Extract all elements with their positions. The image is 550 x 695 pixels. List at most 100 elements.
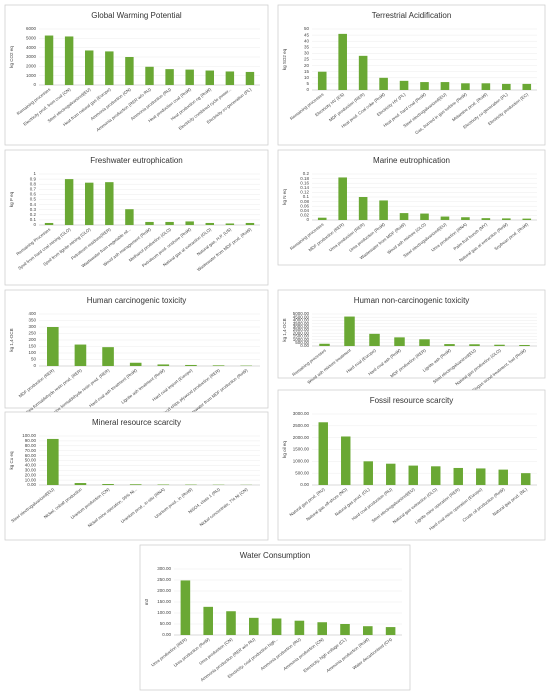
panel [139, 544, 411, 691]
bar [476, 468, 486, 485]
bar [185, 69, 194, 85]
bar [225, 71, 235, 85]
chart-title: Human non-carcinogenic toxicity [354, 296, 470, 305]
bar [419, 339, 430, 346]
bar [522, 218, 532, 220]
y-tick-label: 1500.00 [293, 447, 310, 452]
y-tick-label: 0 [33, 363, 36, 368]
panel [4, 411, 269, 541]
bar [249, 617, 259, 635]
panel [277, 289, 546, 379]
y-tick-label: 250.00 [157, 577, 171, 582]
bar [431, 466, 441, 485]
y-tick-label: 300.00 [157, 566, 171, 571]
y-tick-label: 0.8 [30, 181, 37, 186]
y-tick-label: 350 [28, 318, 36, 323]
y-tick-label: 70.00 [25, 448, 37, 453]
y-tick-label: 40.00 [25, 463, 37, 468]
bar [444, 344, 455, 346]
chart-title: Terrestrial Acidification [372, 11, 452, 20]
bar [245, 222, 255, 225]
bar [420, 213, 429, 220]
y-tick-label: 15 [304, 69, 310, 74]
y-tick-label: 50.00 [25, 458, 37, 463]
y-tick-label: 6000 [26, 26, 37, 31]
y-tick-label: 0.7 [30, 186, 37, 191]
y-axis-label: kg 1,4-DCB [282, 318, 287, 341]
y-tick-label: 10.00 [25, 477, 37, 482]
y-tick-label: 250 [28, 331, 36, 336]
bar [481, 83, 491, 90]
chart-title: Marine eutrophication [373, 156, 450, 165]
y-tick-label: 4500.00 [293, 314, 310, 319]
y-tick-label: 4000 [26, 45, 37, 50]
y-tick-label: 30 [304, 51, 310, 56]
y-axis-label: kg CO2 eq [9, 46, 14, 68]
bar [125, 57, 134, 85]
y-axis-label: kg P eq [9, 191, 14, 207]
y-tick-label: 60.00 [25, 453, 37, 458]
bar [461, 217, 470, 220]
y-tick-label: 3000 [26, 54, 37, 59]
bar [379, 200, 388, 220]
y-tick-label: 1000 [26, 73, 37, 78]
panel [277, 149, 546, 266]
y-tick-label: 200 [28, 337, 36, 342]
bar [521, 473, 531, 485]
y-tick-label: 2000.00 [293, 330, 310, 335]
bar [453, 467, 463, 485]
y-tick-label: 40 [304, 38, 310, 43]
chart-title: Human carcinogenic toxicity [87, 296, 187, 305]
y-tick-label: 5000 [26, 36, 37, 41]
y-tick-label: 0.14 [300, 185, 309, 190]
bar [226, 611, 236, 635]
bar [85, 50, 94, 85]
bar [64, 36, 74, 85]
chart-title: Fossil resource scarcity [370, 396, 454, 405]
panel [277, 389, 546, 541]
bar [502, 83, 511, 90]
bar [522, 83, 532, 90]
y-tick-label: 100 [28, 350, 36, 355]
y-tick-label: 20 [304, 63, 310, 68]
bar [338, 33, 347, 90]
bar [129, 484, 142, 485]
y-axis-label: kg oil eq [282, 441, 287, 458]
y-tick-label: 90.00 [25, 438, 37, 443]
y-tick-label: 0.2 [303, 171, 310, 176]
y-tick-label: 1500.00 [293, 334, 310, 339]
y-tick-label: 0.9 [30, 176, 37, 181]
bar [74, 344, 87, 366]
y-tick-label: 0.00 [162, 632, 171, 637]
bar [157, 364, 170, 366]
y-tick-label: 0.4 [30, 202, 37, 207]
bar [379, 77, 388, 90]
y-tick-label: 500.00 [295, 340, 309, 345]
y-tick-label: 5000.00 [293, 311, 310, 316]
bar [47, 327, 59, 366]
y-tick-label: 400 [28, 311, 36, 316]
bar [461, 83, 470, 90]
bar [203, 606, 213, 635]
bar [399, 80, 409, 90]
y-tick-label: 3000.00 [293, 411, 310, 416]
y-tick-label: 0.5 [30, 197, 37, 202]
y-tick-label: 3500.00 [293, 321, 310, 326]
chart-title: Global Warming Potential [91, 11, 182, 20]
panel [4, 149, 269, 286]
bar [185, 221, 194, 225]
y-tick-label: 30.00 [25, 467, 37, 472]
bar [408, 465, 418, 485]
y-tick-label: 100.00 [157, 610, 171, 615]
bar [341, 436, 351, 485]
y-tick-label: 50 [304, 26, 310, 31]
y-tick-label: 1000.00 [293, 459, 310, 464]
y-tick-label: 300 [28, 324, 36, 329]
y-axis-label: kg Cu eq [9, 451, 14, 470]
bar [440, 216, 450, 220]
bar [180, 580, 191, 635]
bar [212, 365, 225, 366]
bar [358, 55, 368, 90]
y-tick-label: 0.1 [30, 217, 37, 222]
y-tick-label: 0 [306, 87, 309, 92]
